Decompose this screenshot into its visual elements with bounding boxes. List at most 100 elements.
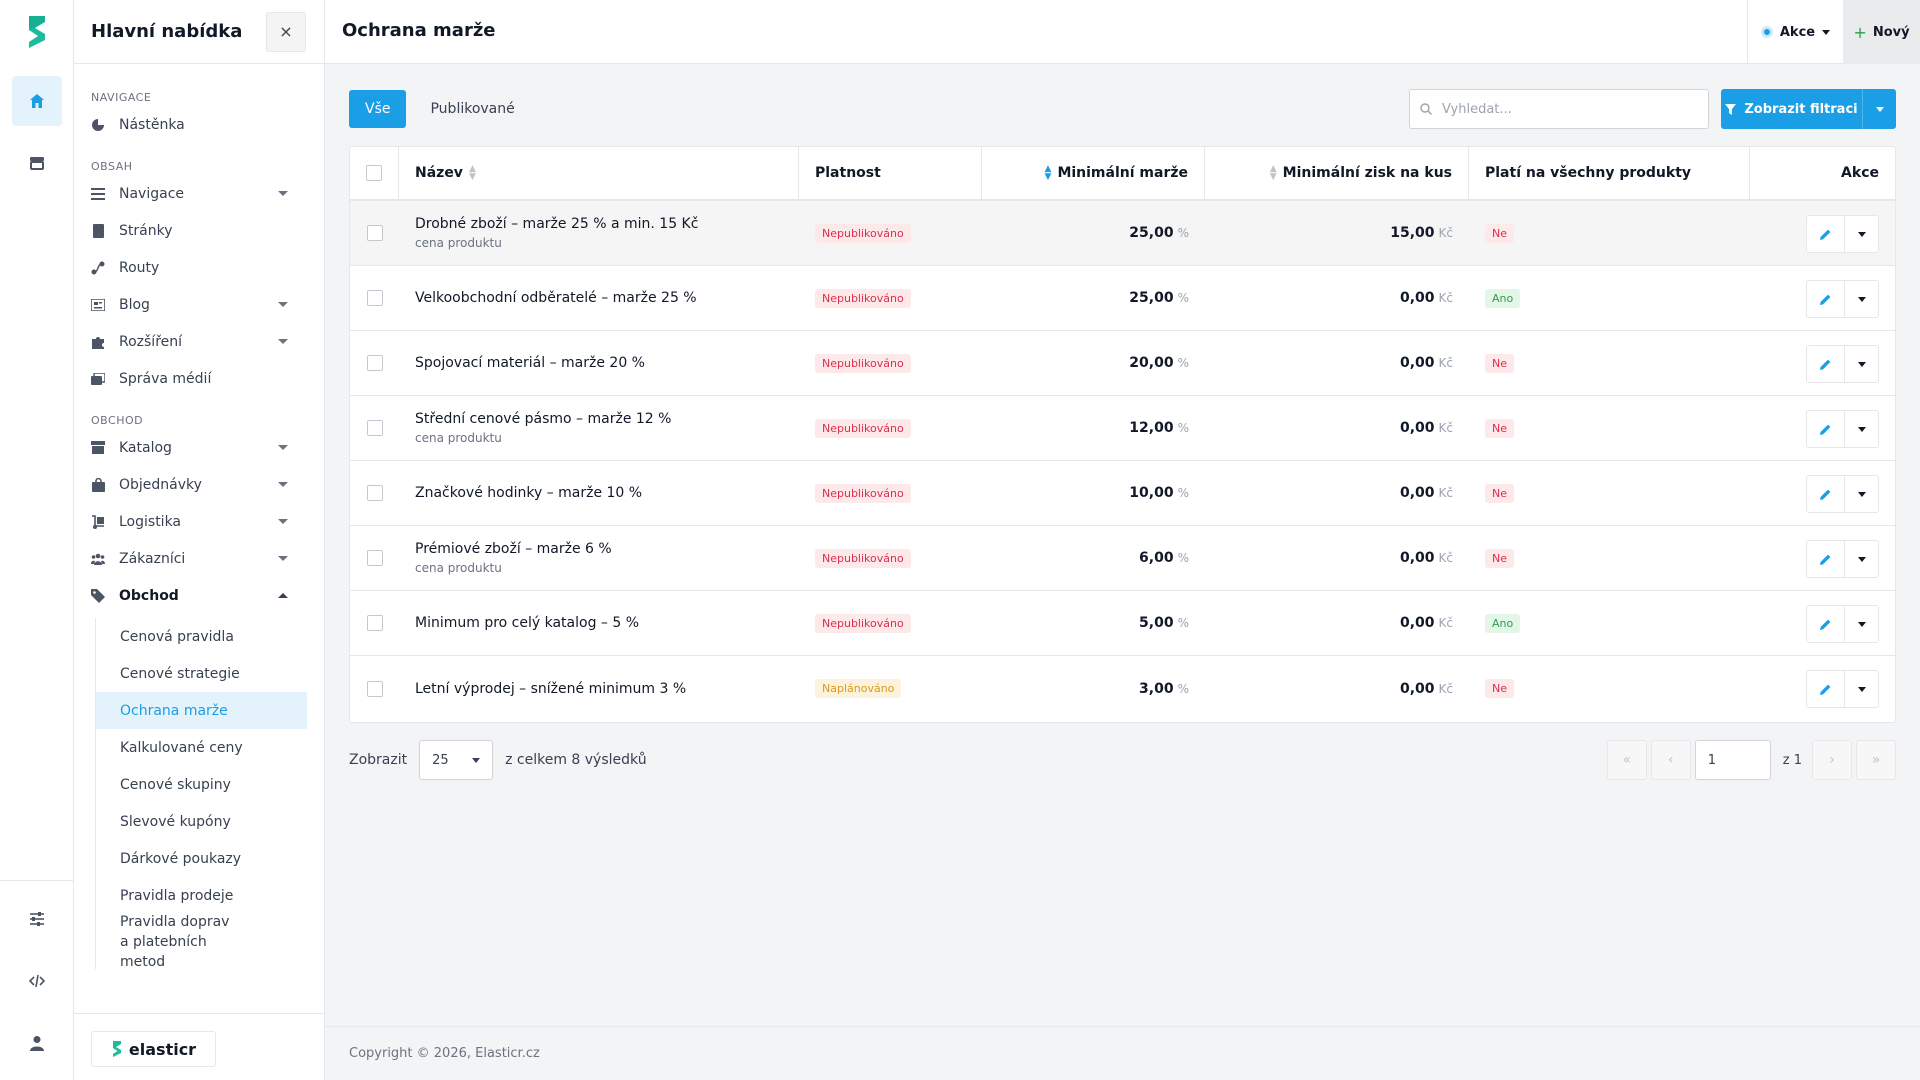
edit-button[interactable] (1807, 411, 1845, 447)
edit-button[interactable] (1807, 671, 1845, 707)
submenu-ochrana-marze[interactable]: Ochrana marže (96, 692, 307, 729)
table-row[interactable]: Spojovací materiál – marže 20 % Nepubliko… (350, 331, 1895, 396)
submenu-cenove-skupiny[interactable]: Cenové skupiny (120, 776, 231, 793)
show-filter-main[interactable]: Zobrazit filtraci (1721, 89, 1863, 129)
row-actions-dropdown[interactable] (1845, 541, 1878, 577)
name-cell[interactable]: Značkové hodinky – marže 10 % (399, 461, 799, 525)
table-row[interactable]: Letní výprodej – snížené minimum 3 % Napl… (350, 656, 1895, 721)
new-button[interactable]: + Nový (1843, 0, 1920, 64)
rule-name[interactable]: Spojovací materiál – marže 20 % (415, 355, 645, 371)
sidebar-item-navigace[interactable]: Navigace (74, 175, 324, 212)
row-actions-dropdown[interactable] (1845, 476, 1878, 512)
row-actions-dropdown[interactable] (1845, 216, 1878, 252)
sidebar-item-rozsireni[interactable]: Rozšíření (74, 323, 324, 360)
first-page-button[interactable]: « (1606, 740, 1647, 780)
submenu-cenova-pravidla[interactable]: Cenová pravidla (120, 628, 234, 645)
submenu-kalkulovane-ceny[interactable]: Kalkulované ceny (120, 739, 243, 756)
sidebar-item-obchod[interactable]: Obchod (74, 577, 324, 614)
sidebar-item-routy[interactable]: Routy (74, 249, 324, 286)
user-button[interactable] (12, 1018, 62, 1068)
rule-name[interactable]: Drobné zboží – marže 25 % a min. 15 Kč (415, 216, 699, 232)
settings-button[interactable] (12, 894, 62, 944)
col-nazev[interactable]: Název ▲ ▼ (399, 147, 799, 199)
developer-button[interactable] (12, 956, 62, 1006)
select-all-checkbox[interactable] (366, 165, 382, 181)
per-page-select[interactable]: 25 (419, 740, 494, 780)
tab-publikovane[interactable]: Publikované (430, 101, 515, 117)
prev-page-button[interactable]: ‹ (1650, 740, 1691, 780)
row-checkbox[interactable] (366, 615, 383, 631)
elasticr-brand-logo[interactable]: elasticr (91, 1031, 216, 1067)
edit-button[interactable] (1807, 346, 1845, 382)
edit-button[interactable] (1807, 541, 1845, 577)
min-profit-value: 0,00 (1399, 290, 1435, 306)
edit-button[interactable] (1807, 606, 1845, 642)
name-cell[interactable]: Prémiové zboží – marže 6 % cena produktu (399, 526, 799, 590)
edit-button[interactable] (1807, 216, 1845, 252)
row-checkbox[interactable] (366, 225, 383, 241)
submenu-pravidla-prodeje[interactable]: Pravidla prodeje (120, 887, 234, 904)
row-actions-dropdown[interactable] (1845, 606, 1878, 642)
name-cell[interactable]: Velkoobchodní odběratelé – marže 25 % (399, 266, 799, 330)
row-checkbox[interactable] (366, 355, 383, 371)
close-sidebar-button[interactable]: × (266, 11, 306, 52)
sidebar-item-zakaznici[interactable]: Zákazníci (74, 540, 324, 577)
submenu-slevove-kupony[interactable]: Slevové kupóny (120, 813, 231, 830)
sidebar-item-objednavky[interactable]: Objednávky (74, 466, 324, 503)
table-row[interactable]: Minimum pro celý katalog – 5 % Nepublikov… (350, 591, 1895, 656)
home-button[interactable] (12, 76, 62, 126)
row-actions-dropdown[interactable] (1845, 346, 1878, 382)
sidebar-item-logistika[interactable]: Logistika (74, 503, 324, 540)
rule-name[interactable]: Střední cenové pásmo – marže 12 % (415, 411, 672, 427)
actions-dropdown[interactable]: Akce (1747, 0, 1843, 64)
name-cell[interactable]: Drobné zboží – marže 25 % a min. 15 Kč ce… (399, 201, 799, 265)
row-checkbox[interactable] (366, 420, 383, 436)
submenu-pravidla-doprav[interactable]: Pravidla doprav a platebních metod (96, 914, 307, 970)
page-input[interactable]: 1 (1694, 740, 1771, 780)
submenu-darkove-poukazy[interactable]: Dárkové poukazy (120, 850, 242, 867)
rule-name[interactable]: Letní výprodej – snížené minimum 3 % (415, 680, 687, 697)
name-cell[interactable]: Letní výprodej – snížené minimum 3 % (399, 656, 799, 721)
rule-name[interactable]: Velkoobchodní odběratelé – marže 25 % (415, 290, 697, 306)
row-checkbox[interactable] (366, 680, 383, 697)
rule-name[interactable]: Značkové hodinky – marže 10 % (415, 485, 643, 501)
table-row[interactable]: Značkové hodinky – marže 10 % Nepubliková… (350, 461, 1895, 526)
name-cell[interactable]: Střední cenové pásmo – marže 12 % cena pr… (399, 396, 799, 460)
edit-button[interactable] (1807, 476, 1845, 512)
table-row[interactable]: Střední cenové pásmo – marže 12 % cena pr… (350, 396, 1895, 461)
row-actions-dropdown[interactable] (1845, 411, 1878, 447)
col-min-marze[interactable]: ▲ ▼ Minimální marže (982, 147, 1205, 199)
row-checkbox[interactable] (366, 550, 383, 566)
row-checkbox[interactable] (366, 485, 383, 501)
show-filter-button[interactable]: Zobrazit filtraci (1721, 89, 1896, 129)
name-cell[interactable]: Spojovací materiál – marže 20 % (399, 331, 799, 395)
rule-name[interactable]: Prémiové zboží – marže 6 % (415, 541, 612, 557)
all-products-badge: Ne (1485, 679, 1514, 698)
submenu-cenove-strategie[interactable]: Cenové strategie (120, 665, 240, 682)
tab-vse[interactable]: Vše (349, 90, 407, 128)
search-input[interactable]: Vyhledat... (1409, 89, 1709, 129)
sidebar-item-stranky[interactable]: Stránky (74, 212, 324, 249)
row-actions-dropdown[interactable] (1845, 281, 1878, 317)
name-cell[interactable]: Minimum pro celý katalog – 5 % (399, 591, 799, 655)
edit-button[interactable] (1807, 281, 1845, 317)
rule-name[interactable]: Minimum pro celý katalog – 5 % (415, 615, 640, 631)
elasticr-logo[interactable] (25, 14, 49, 50)
last-page-button[interactable]: » (1856, 740, 1896, 780)
row-actions-dropdown[interactable] (1845, 671, 1878, 707)
store-button[interactable] (12, 138, 62, 188)
currency-unit: Kč (1438, 486, 1453, 500)
min-profit-cell: 0,00 Kč (1205, 331, 1469, 395)
filter-dropdown-toggle[interactable] (1863, 106, 1896, 112)
sidebar-item-sprava-medii[interactable]: Správa médií (74, 360, 324, 397)
table-row[interactable]: Velkoobchodní odběratelé – marže 25 % Nep… (350, 266, 1895, 331)
col-min-zisk[interactable]: ▲ ▼ Minimální zisk na kus (1205, 147, 1469, 199)
table-row[interactable]: Drobné zboží – marže 25 % a min. 15 Kč ce… (350, 201, 1895, 266)
sidebar-item-blog[interactable]: Blog (74, 286, 324, 323)
row-select-cell (350, 266, 399, 330)
sidebar-item-nastenka[interactable]: Nástěnka (74, 106, 324, 143)
next-page-button[interactable]: › (1812, 740, 1852, 780)
row-checkbox[interactable] (366, 290, 383, 306)
table-row[interactable]: Prémiové zboží – marže 6 % cena produktu N… (350, 526, 1895, 591)
sidebar-item-katalog[interactable]: Katalog (74, 429, 324, 466)
